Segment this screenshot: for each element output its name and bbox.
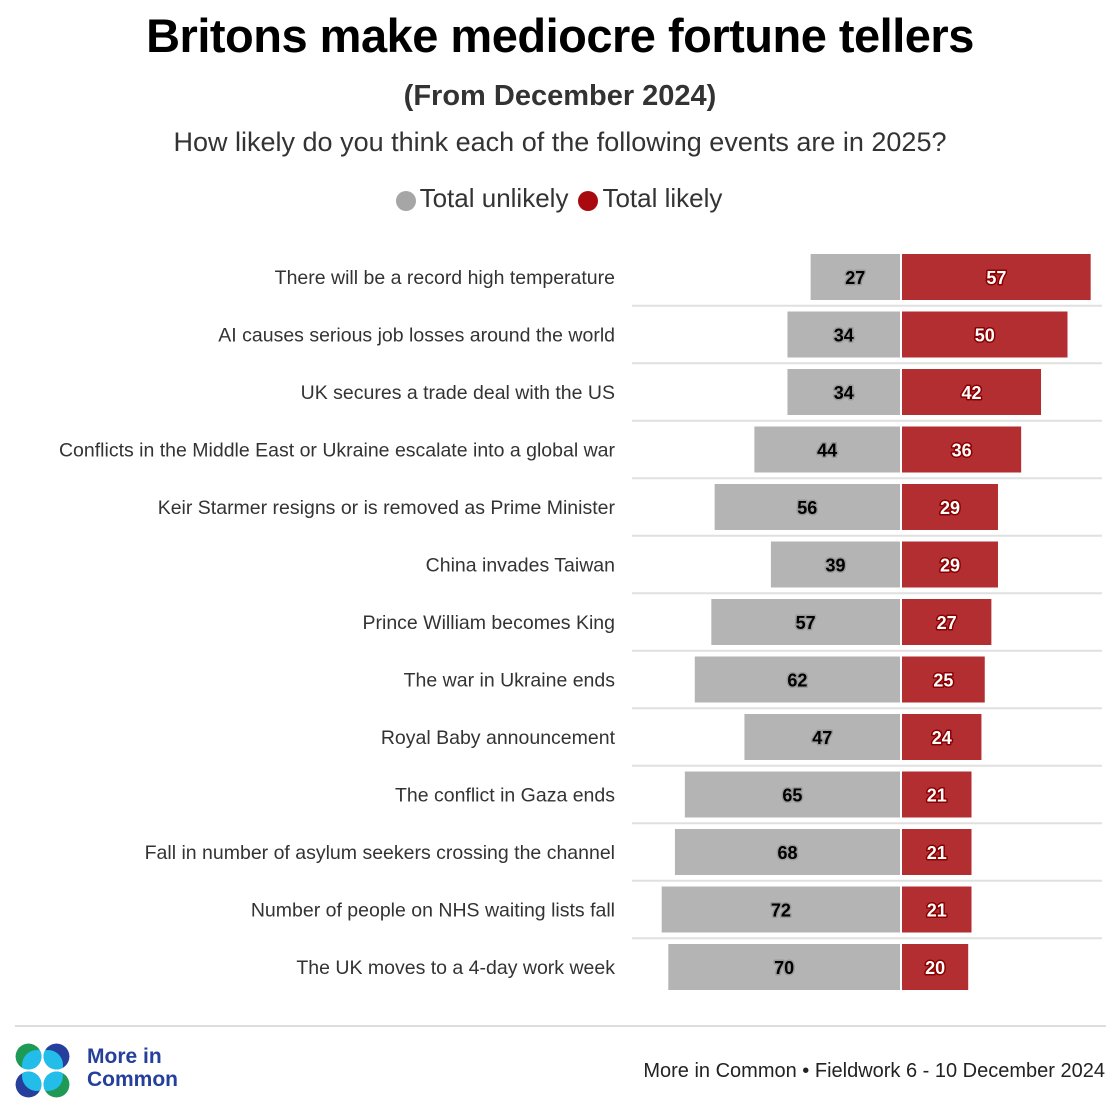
value-label-likely: 21 [927, 901, 947, 921]
value-label-unlikely: 70 [774, 958, 794, 978]
category-label: Conflicts in the Middle East or Ukraine … [59, 440, 616, 462]
bar-unlikely [684, 771, 900, 818]
legend-label-likely: Total likely [602, 183, 723, 213]
category-label: There will be a record high temperature [275, 267, 615, 289]
value-label-unlikely: 47 [812, 728, 832, 748]
value-label-likely: 42 [961, 383, 981, 403]
row-separator [632, 304, 1102, 307]
value-label-unlikely: 56 [797, 498, 817, 518]
value-label-unlikely: 57 [796, 613, 816, 633]
row-separator [632, 764, 1102, 767]
bar-likely [902, 484, 998, 530]
category-label: UK secures a trade deal with the US [301, 382, 615, 404]
bar-unlikely [810, 254, 900, 300]
survey-question: How likely do you think each of the foll… [173, 127, 947, 157]
bar-unlikely [661, 886, 900, 933]
row-separator [632, 879, 1102, 882]
value-label-likely: 20 [925, 958, 945, 978]
legend-label-unlikely: Total unlikely [419, 183, 569, 213]
row-separator [632, 822, 1102, 825]
value-label-unlikely: 34 [834, 326, 854, 346]
logo-text-line2: Common [87, 1068, 178, 1091]
chart-subtitle: (From December 2024) [403, 80, 717, 112]
row-separator [632, 937, 1102, 940]
bar-likely [902, 311, 1068, 358]
bar-unlikely [674, 829, 900, 875]
footer-divider [15, 1025, 1106, 1027]
value-label-unlikely: 27 [845, 268, 865, 288]
value-label-likely: 25 [933, 671, 953, 691]
value-label-likely: 57 [986, 268, 1006, 288]
legend-item-unlikely: Total unlikely [392, 183, 569, 214]
value-label-unlikely: 62 [787, 671, 807, 691]
value-label-unlikely: 68 [777, 843, 797, 863]
chart-title: Britons make mediocre fortune tellers [146, 9, 974, 62]
value-label-likely: 27 [937, 613, 957, 633]
category-label: Keir Starmer resigns or is removed as Pr… [158, 497, 616, 519]
bar-likely [902, 886, 972, 933]
category-label: China invades Taiwan [426, 555, 615, 577]
bar-likely [902, 369, 1042, 415]
value-label-likely: 50 [975, 326, 995, 346]
value-label-unlikely: 44 [817, 441, 837, 461]
bar-likely [902, 714, 982, 760]
legend-dot-likely-icon [578, 190, 599, 211]
bar-likely [902, 541, 998, 588]
bar-likely [902, 771, 972, 818]
value-label-unlikely: 65 [782, 786, 802, 806]
value-label-likely: 36 [952, 441, 972, 461]
bar-unlikely [787, 311, 900, 358]
row-separator [632, 362, 1102, 365]
row-separator [632, 649, 1102, 652]
bar-likely [902, 254, 1091, 300]
bar-likely [902, 426, 1022, 473]
row-separator [632, 592, 1102, 595]
value-label-unlikely: 72 [771, 901, 791, 921]
category-label: The conflict in Gaza ends [395, 785, 615, 807]
logo-text-line1: More in [87, 1045, 162, 1068]
bar-unlikely [754, 426, 900, 473]
bar-likely [902, 829, 972, 875]
row-separator [632, 534, 1102, 537]
category-label: The UK moves to a 4-day work week [296, 957, 615, 979]
bar-unlikely [711, 599, 900, 645]
value-label-unlikely: 34 [834, 383, 854, 403]
source-note: More in Common • Fieldwork 6 - 10 Decemb… [643, 1060, 1105, 1082]
more-in-common-logo-icon [15, 1043, 70, 1098]
bar-unlikely [787, 369, 900, 415]
bar-unlikely [694, 656, 900, 703]
category-label: Prince William becomes King [362, 612, 615, 634]
diverging-bar-chart: There will be a record high temperature 2… [59, 254, 1102, 990]
value-label-likely: 29 [940, 556, 960, 576]
row-separator [632, 707, 1102, 710]
bar-unlikely [744, 714, 900, 760]
bar-likely [902, 656, 985, 703]
bar-unlikely [714, 484, 900, 530]
bar-unlikely [770, 541, 900, 588]
bar-likely [902, 944, 969, 990]
row-separator [632, 477, 1102, 480]
row-separator [632, 419, 1102, 422]
legend: Total unlikely Total likely [0, 183, 1120, 214]
logo-text: More in Common [87, 1045, 178, 1091]
category-label: AI causes serious job losses around the … [218, 325, 615, 347]
value-label-likely: 21 [927, 786, 947, 806]
value-label-likely: 29 [940, 498, 960, 518]
category-label: Number of people on NHS waiting lists fa… [251, 900, 615, 922]
value-label-unlikely: 39 [825, 556, 845, 576]
category-label: Royal Baby announcement [381, 727, 616, 749]
value-label-likely: 24 [932, 728, 952, 748]
bar-unlikely [668, 944, 900, 990]
category-label: The war in Ukraine ends [404, 670, 616, 692]
bar-likely [902, 599, 992, 645]
value-label-likely: 21 [927, 843, 947, 863]
legend-dot-unlikely-icon [395, 190, 416, 211]
legend-item-likely: Total likely [574, 183, 722, 214]
category-label: Fall in number of asylum seekers crossin… [145, 842, 615, 864]
